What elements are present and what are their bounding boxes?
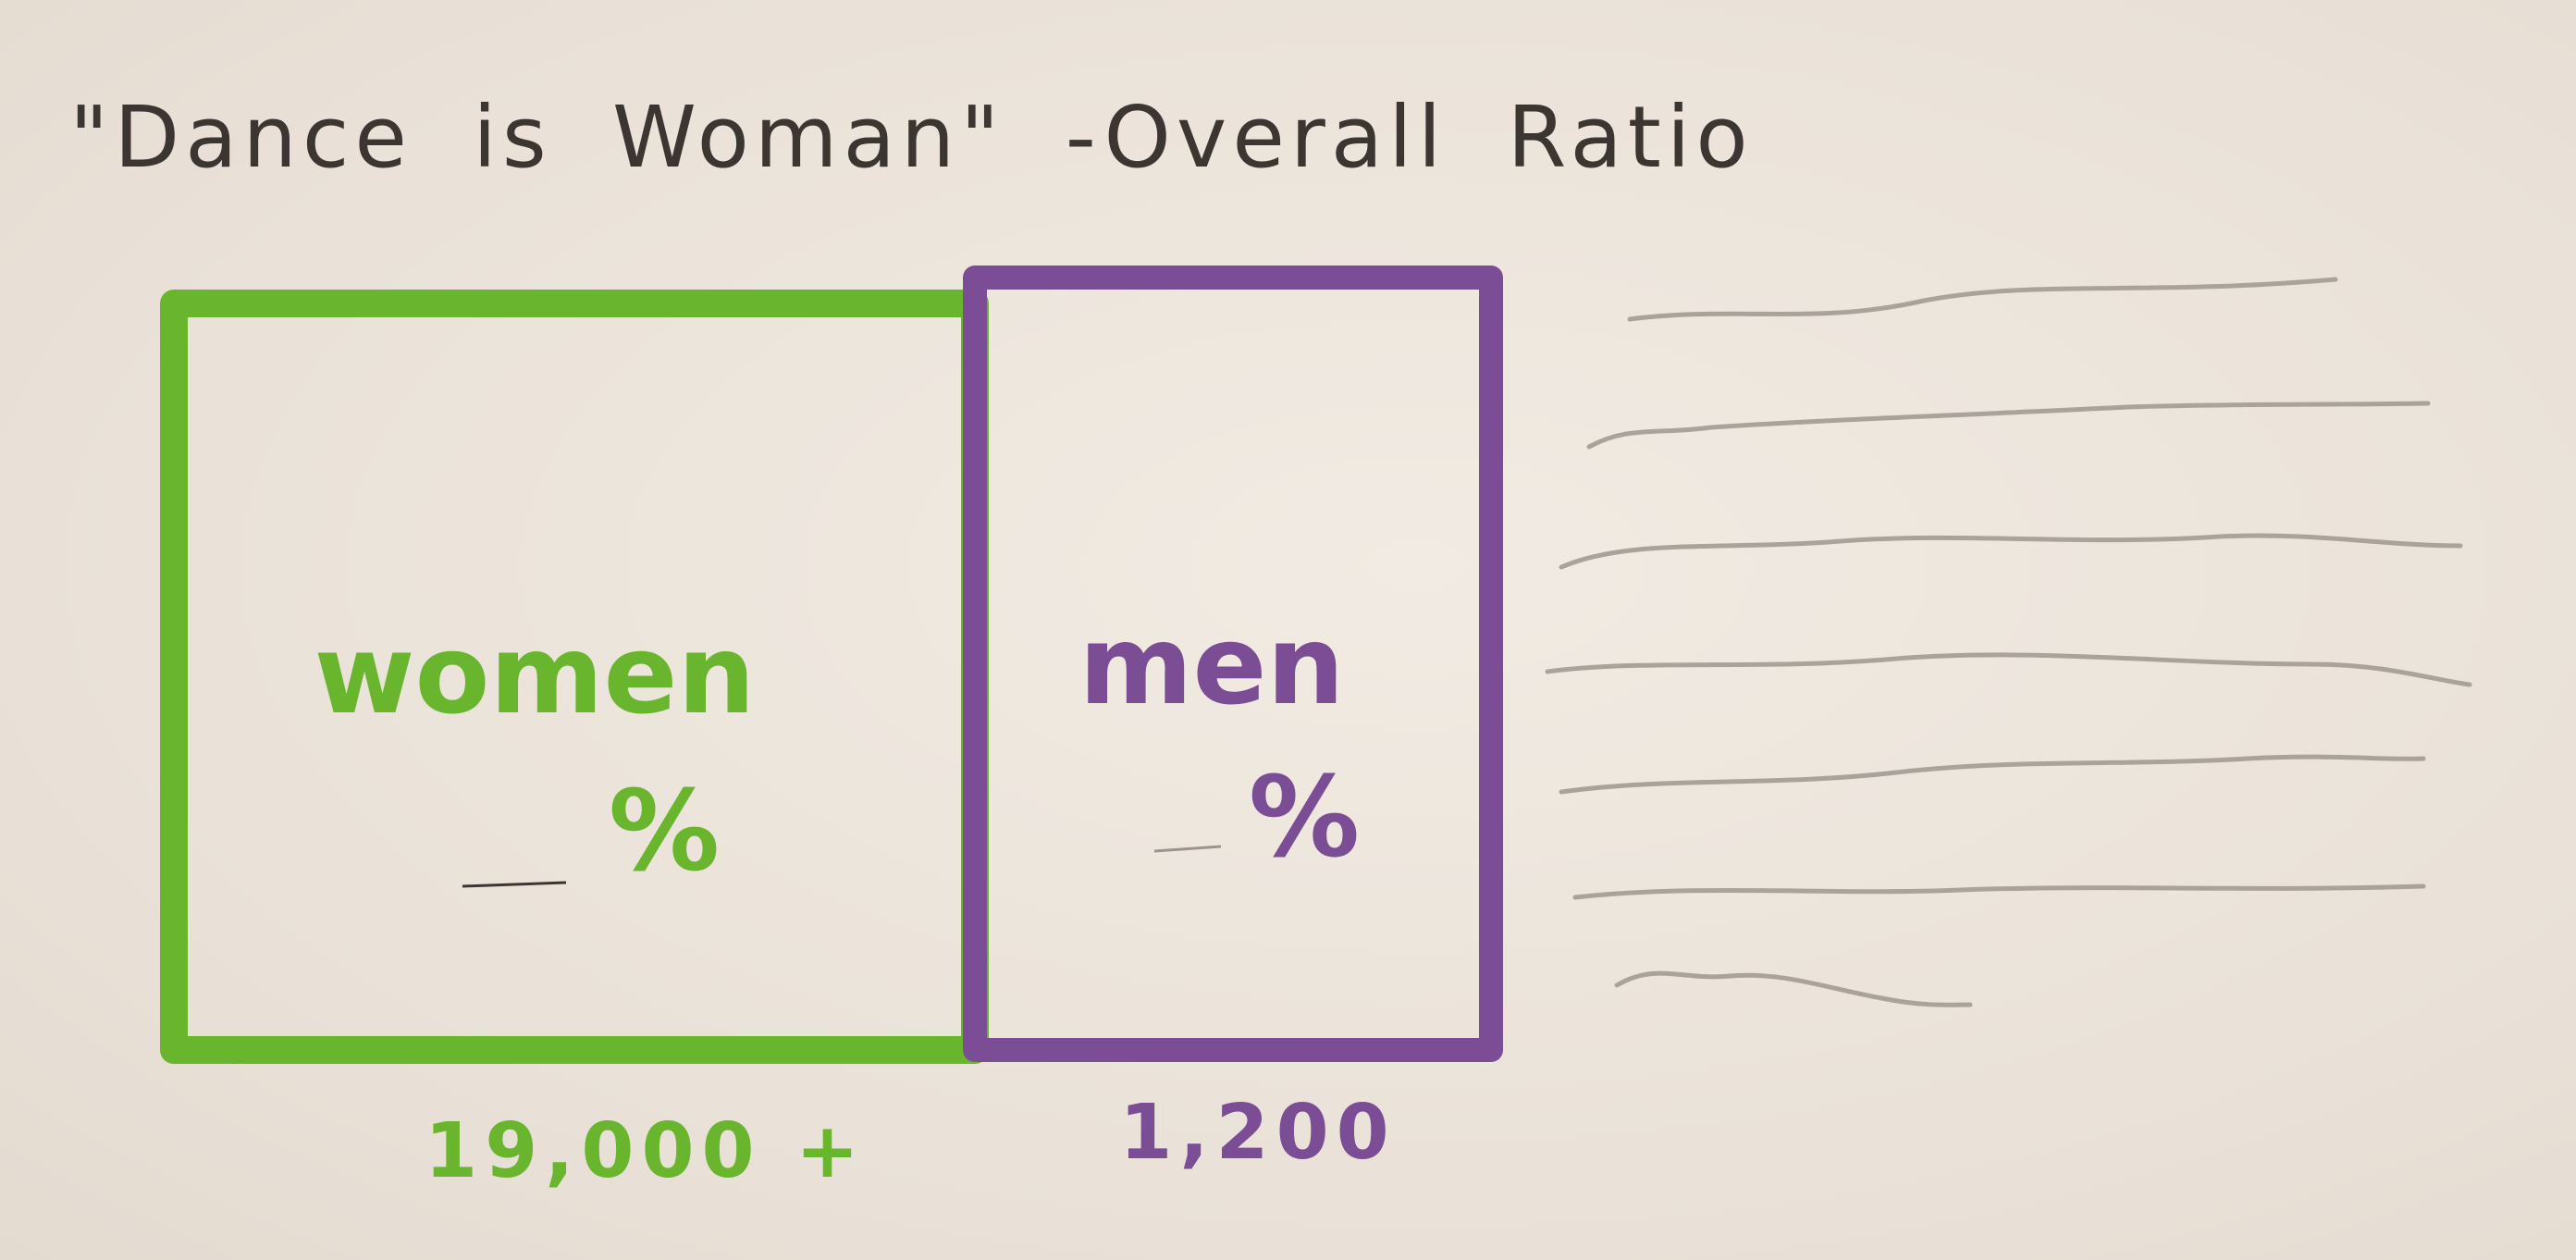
- category-label-women: women: [314, 611, 755, 738]
- percent-blank-women: [462, 881, 567, 888]
- legend-placeholder-line: [1627, 277, 2338, 322]
- legend-placeholder-line: [1559, 754, 2426, 795]
- legend-placeholder: [1545, 277, 2472, 1007]
- legend-placeholder-line: [1559, 533, 2463, 570]
- percent-label-men: %: [1249, 754, 1360, 883]
- category-label-men: men: [1079, 601, 1345, 729]
- legend-placeholder-line: [1586, 401, 2431, 450]
- percent-blank-men: [1153, 845, 1222, 853]
- value-label-men: 1,200: [1119, 1089, 1396, 1177]
- value-label-women: 19,000 +: [425, 1107, 867, 1195]
- chart-title: "Dance is Woman" -Overall Ratio: [69, 88, 1754, 187]
- percent-label-women: %: [609, 768, 720, 896]
- legend-placeholder-line: [1545, 652, 2472, 687]
- legend-placeholder-line: [1572, 883, 2426, 900]
- bar-men: [963, 266, 1503, 1062]
- legend-placeholder-line: [1614, 970, 1973, 1007]
